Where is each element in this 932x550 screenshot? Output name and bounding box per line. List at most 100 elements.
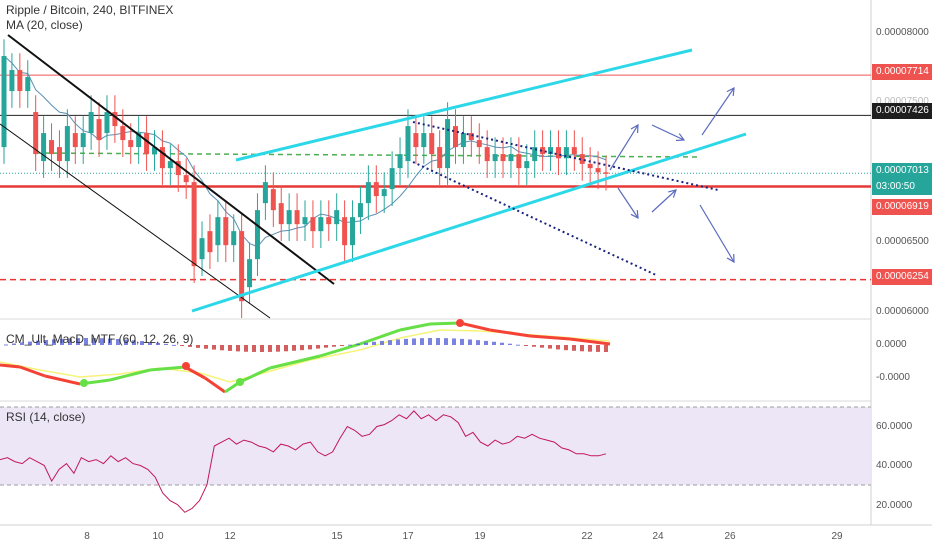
candle-body[interactable] [326, 217, 332, 225]
downtrend-line[interactable] [7, 34, 335, 285]
candle-body[interactable] [286, 210, 292, 225]
candle-body[interactable] [183, 175, 189, 183]
candle-body[interactable] [524, 161, 530, 169]
macd-histogram-bar[interactable] [420, 338, 424, 345]
macd-line-segment[interactable] [109, 368, 151, 382]
projection-arrow-head[interactable] [726, 86, 735, 97]
candle-body[interactable] [373, 182, 379, 197]
macd-histogram-bar[interactable] [108, 338, 112, 345]
macd-histogram-bar[interactable] [28, 341, 32, 345]
macd-histogram-bar[interactable] [268, 345, 272, 352]
projection-arrow-head[interactable] [630, 123, 639, 134]
macd-histogram-bar[interactable] [140, 341, 144, 345]
candle-body[interactable] [128, 140, 134, 148]
macd-histogram-bar[interactable] [516, 344, 520, 346]
candle-body[interactable] [445, 119, 451, 169]
macd-histogram-bar[interactable] [244, 345, 248, 352]
candle-body[interactable] [25, 77, 31, 92]
macd-histogram-bar[interactable] [260, 345, 264, 352]
macd-line-segment[interactable] [429, 321, 461, 326]
candle-body[interactable] [152, 147, 157, 155]
candle-body[interactable] [191, 182, 197, 267]
projection-arrow[interactable] [699, 204, 735, 263]
macd-histogram-bar[interactable] [332, 345, 336, 347]
macd-histogram-bar[interactable] [588, 345, 592, 352]
macd-histogram-bar[interactable] [540, 345, 544, 348]
candle-body[interactable] [231, 231, 237, 246]
candle-body[interactable] [96, 119, 102, 141]
candle-body[interactable] [350, 217, 356, 246]
macd-cross-dot[interactable] [236, 378, 244, 386]
candle-body[interactable] [508, 154, 514, 162]
macd-histogram-bar[interactable] [172, 344, 176, 346]
macd-histogram-bar[interactable] [356, 343, 360, 345]
candle-body[interactable] [540, 147, 546, 155]
macd-histogram-bar[interactable] [12, 343, 16, 345]
macd-histogram-bar[interactable] [580, 345, 584, 352]
macd-histogram-bar[interactable] [236, 345, 240, 352]
macd-histogram-bar[interactable] [508, 343, 512, 345]
macd-histogram-bar[interactable] [204, 345, 208, 349]
macd-histogram-bar[interactable] [20, 342, 24, 345]
candle-body[interactable] [555, 147, 561, 159]
macd-histogram-bar[interactable] [452, 338, 456, 345]
macd-histogram-bar[interactable] [436, 338, 440, 345]
macd-histogram-bar[interactable] [324, 345, 328, 348]
macd-line-segment[interactable] [529, 334, 571, 341]
channel-upper-line[interactable] [235, 48, 693, 162]
macd-histogram-bar[interactable] [380, 340, 384, 345]
macd-histogram-bar[interactable] [532, 345, 536, 347]
macd-histogram-bar[interactable] [388, 340, 392, 345]
candle-body[interactable] [247, 259, 253, 288]
macd-histogram-bar[interactable] [252, 345, 256, 352]
macd-histogram-bar[interactable] [300, 345, 304, 351]
projection-arrow[interactable] [609, 124, 639, 171]
macd-histogram-bar[interactable] [404, 338, 408, 345]
macd-histogram-bar[interactable] [484, 340, 488, 345]
macd-histogram-bar[interactable] [44, 339, 48, 345]
macd-histogram-bar[interactable] [180, 345, 184, 346]
macd-histogram-bar[interactable] [196, 345, 200, 348]
candle-body[interactable] [571, 147, 577, 155]
macd-line-segment[interactable] [19, 365, 46, 378]
macd-line-segment[interactable] [44, 374, 81, 386]
candle-body[interactable] [389, 168, 395, 190]
macd-histogram-bar[interactable] [460, 338, 464, 345]
green-dashed-level[interactable] [34, 152, 701, 158]
candle-body[interactable] [548, 147, 554, 155]
candle-body[interactable] [144, 133, 150, 155]
macd-histogram-bar[interactable] [340, 345, 344, 346]
candle-body[interactable] [310, 217, 316, 232]
macd-line-segment[interactable] [399, 322, 431, 332]
macd-indicator-label[interactable]: CM_Ult_MacD_MTF (60, 12, 26, 9) [6, 332, 194, 346]
projection-arrow[interactable] [651, 124, 685, 141]
candle-body[interactable] [33, 112, 39, 155]
macd-cross-dot[interactable] [80, 379, 88, 387]
candle-body[interactable] [56, 147, 62, 162]
candle-body[interactable] [405, 126, 411, 162]
candle-body[interactable] [437, 147, 443, 169]
macd-cross-dot[interactable] [182, 362, 190, 370]
candle-body[interactable] [334, 210, 340, 225]
candle-body[interactable] [112, 112, 118, 127]
candle-body[interactable] [342, 217, 348, 246]
projection-arrow-head[interactable] [630, 209, 639, 220]
candle-body[interactable] [239, 231, 245, 302]
candle-body[interactable] [484, 147, 490, 162]
candle-body[interactable] [104, 112, 110, 134]
macd-line-segment[interactable] [569, 337, 611, 346]
projection-arrow-head[interactable] [668, 189, 677, 198]
candle-body[interactable] [270, 189, 276, 211]
macd-histogram-bar[interactable] [188, 345, 192, 347]
macd-histogram-bar[interactable] [60, 338, 64, 345]
macd-line-segment[interactable] [459, 321, 491, 332]
macd-histogram-bar[interactable] [148, 341, 152, 345]
candle-body[interactable] [476, 140, 482, 148]
candle-body[interactable] [500, 154, 506, 162]
candle-body[interactable] [175, 161, 181, 176]
macd-histogram-bar[interactable] [52, 339, 56, 345]
macd-line-segment[interactable] [319, 342, 361, 358]
macd-histogram-bar[interactable] [116, 338, 120, 345]
macd-histogram-bar[interactable] [604, 345, 608, 352]
macd-histogram-bar[interactable] [524, 345, 528, 346]
